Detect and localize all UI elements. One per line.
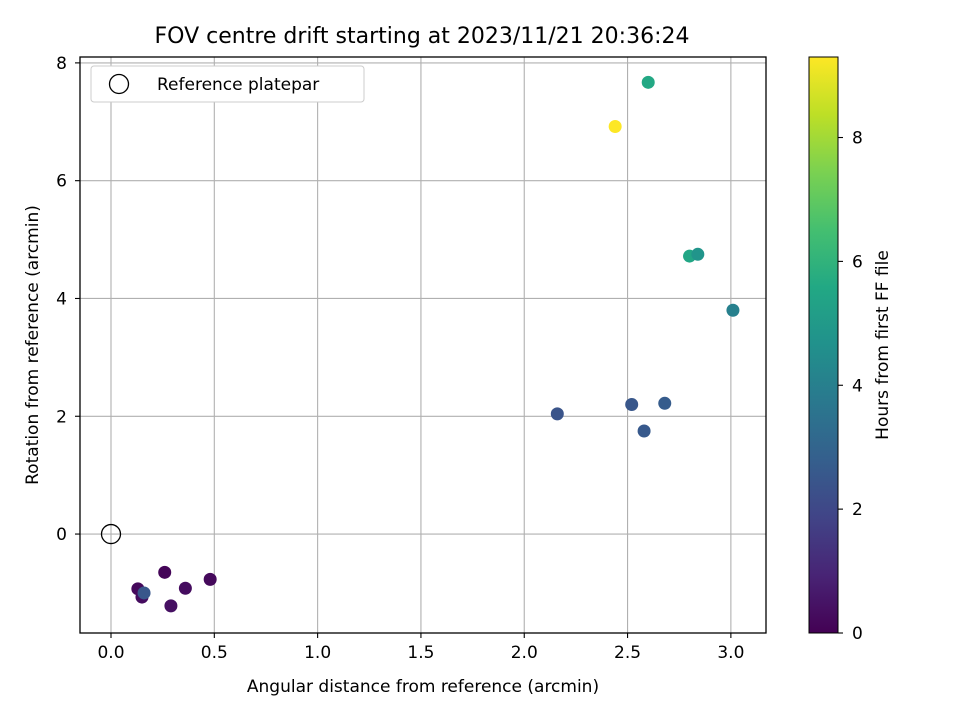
plot-area [79, 56, 767, 634]
x-tick-label: 1.5 [407, 643, 434, 663]
x-axis-label: Angular distance from reference (arcmin) [247, 677, 599, 697]
data-point [691, 247, 705, 261]
y-tick-label: 4 [56, 289, 67, 309]
legend: Reference platepar [90, 65, 365, 103]
y-tick-label: 8 [56, 54, 67, 74]
colorbar-tick-label: 8 [852, 129, 863, 149]
x-tick-label: 3.0 [717, 643, 744, 663]
y-tick-label: 0 [56, 525, 67, 545]
data-point [726, 303, 740, 317]
x-axis-ticks: 0.0 0.5 1.0 1.5 2.0 2.5 3.0 [97, 633, 744, 663]
legend-marker-reference [108, 73, 130, 95]
data-point [137, 586, 151, 600]
x-tick-label: 1.0 [304, 643, 331, 663]
data-point [203, 572, 217, 586]
colorbar-tick-label: 2 [852, 500, 863, 520]
y-tick-label: 6 [56, 172, 67, 192]
chart-title: FOV centre drift starting at 2023/11/21 … [155, 24, 690, 49]
x-tick-label: 0.0 [97, 643, 124, 663]
colorbar-label: Hours from first FF file [873, 250, 893, 440]
x-tick-label: 0.5 [201, 643, 228, 663]
data-point [637, 424, 651, 438]
data-point [164, 599, 178, 613]
grid [80, 57, 766, 633]
data-points [100, 75, 740, 613]
x-tick-label: 2.0 [511, 643, 538, 663]
legend-box [90, 65, 365, 103]
y-axis-label: Rotation from reference (arcmin) [23, 205, 43, 485]
y-tick-label: 2 [56, 407, 67, 427]
colorbar: 0 2 4 6 8 Hours from first FF file [808, 56, 893, 644]
colorbar-ticks: 0 2 4 6 8 [838, 129, 863, 644]
data-point [608, 119, 622, 133]
legend-label-reference: Reference platepar [157, 75, 319, 95]
data-point [641, 75, 655, 89]
colorbar-tick-label: 6 [852, 252, 863, 272]
colorbar-tick-label: 4 [852, 376, 863, 396]
data-point [658, 396, 672, 410]
data-point [158, 565, 172, 579]
data-point [178, 581, 192, 595]
colorbar-tick-label: 0 [852, 624, 863, 644]
plot-frame [79, 56, 767, 634]
y-axis-ticks: 0 2 4 6 8 [56, 54, 80, 545]
reference-point-marker [100, 523, 122, 545]
data-point [550, 407, 564, 421]
x-tick-label: 2.5 [614, 643, 641, 663]
data-point [625, 397, 639, 411]
plot-background [80, 57, 766, 633]
colorbar-gradient [808, 56, 839, 634]
